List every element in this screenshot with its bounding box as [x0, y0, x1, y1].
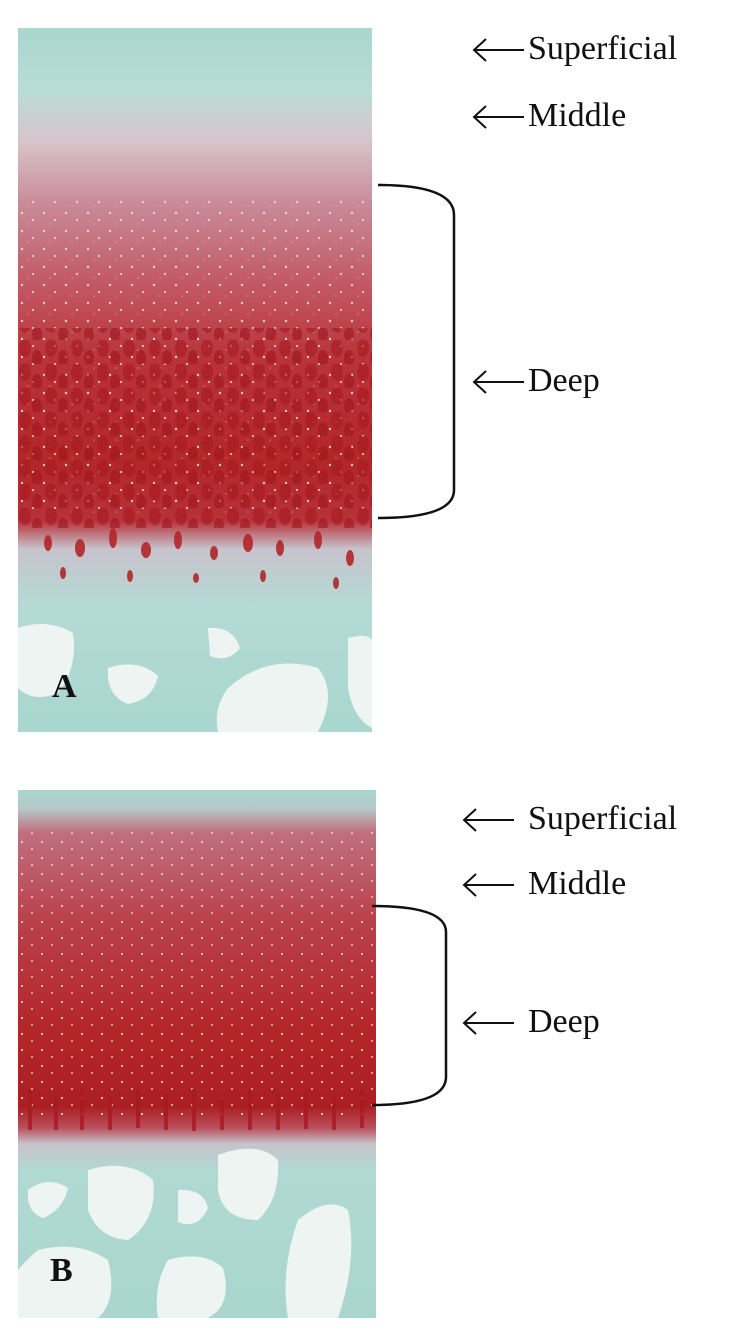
- panel-b-histology-image: [18, 790, 376, 1318]
- panel-a-middle-label: Middle: [528, 97, 627, 134]
- panel-b: B: [18, 790, 376, 1318]
- arrow-left-icon: [472, 370, 524, 394]
- arrow-left-icon: [462, 808, 514, 832]
- panel-b-deep-label: Deep: [528, 1003, 600, 1040]
- arrow-left-icon: [462, 1011, 514, 1035]
- panel-a-histology-image: [18, 28, 372, 732]
- panel-a-deep-bracket: [377, 183, 456, 520]
- panel-b-middle-label: Middle: [528, 865, 627, 902]
- panel-a-letter: A: [52, 668, 77, 705]
- panel-b-deep-bracket: [371, 904, 448, 1107]
- arrow-left-icon: [472, 38, 524, 62]
- panel-b-letter: B: [50, 1252, 73, 1289]
- panel-b-superficial-label: Superficial: [528, 800, 678, 837]
- arrow-left-icon: [462, 873, 514, 897]
- panel-a-deep-label: Deep: [528, 362, 600, 399]
- panel-a: A: [18, 28, 372, 732]
- panel-a-superficial-label: Superficial: [528, 30, 678, 67]
- arrow-left-icon: [472, 105, 524, 129]
